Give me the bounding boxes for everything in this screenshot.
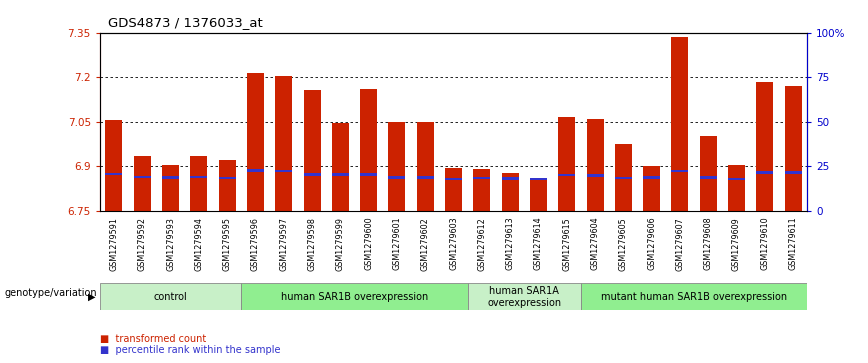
Bar bbox=[190, 156, 207, 211]
Bar bbox=[162, 176, 179, 179]
Text: human SAR1B overexpression: human SAR1B overexpression bbox=[281, 292, 428, 302]
Bar bbox=[468, 283, 581, 310]
Bar bbox=[100, 283, 241, 310]
Bar bbox=[785, 171, 801, 174]
Bar bbox=[360, 89, 377, 211]
Text: ■  transformed count: ■ transformed count bbox=[100, 334, 206, 344]
Bar bbox=[445, 178, 462, 180]
Text: genotype/variation: genotype/variation bbox=[4, 288, 97, 298]
Bar bbox=[417, 122, 434, 211]
Bar bbox=[530, 178, 547, 180]
Bar bbox=[332, 123, 349, 211]
Bar bbox=[700, 136, 717, 211]
Bar bbox=[219, 177, 235, 179]
Bar bbox=[106, 172, 122, 175]
Bar bbox=[106, 120, 122, 211]
Bar bbox=[728, 178, 745, 180]
Bar bbox=[247, 73, 264, 211]
Text: control: control bbox=[154, 292, 187, 302]
Bar bbox=[615, 177, 632, 179]
Bar bbox=[219, 160, 235, 211]
Bar bbox=[728, 164, 745, 211]
Bar bbox=[190, 176, 207, 178]
Bar bbox=[785, 86, 801, 211]
Bar bbox=[275, 170, 293, 172]
Bar bbox=[672, 170, 688, 172]
Bar bbox=[389, 176, 405, 179]
Bar bbox=[162, 164, 179, 211]
Bar bbox=[304, 173, 320, 176]
Bar bbox=[473, 177, 490, 179]
Bar bbox=[417, 176, 434, 179]
Bar bbox=[587, 119, 603, 211]
Text: human SAR1A
overexpression: human SAR1A overexpression bbox=[487, 286, 562, 307]
Bar bbox=[304, 90, 320, 211]
Bar bbox=[134, 156, 151, 211]
Bar bbox=[389, 122, 405, 211]
Bar bbox=[756, 82, 773, 211]
Bar bbox=[134, 176, 151, 178]
Bar bbox=[241, 283, 468, 310]
Bar bbox=[360, 173, 377, 176]
Bar bbox=[581, 283, 807, 310]
Bar bbox=[558, 174, 575, 176]
Bar bbox=[672, 37, 688, 211]
Bar bbox=[643, 166, 660, 211]
Text: ▶: ▶ bbox=[88, 292, 95, 302]
Bar bbox=[643, 176, 660, 179]
Bar bbox=[275, 76, 293, 211]
Bar bbox=[615, 144, 632, 211]
Bar bbox=[247, 169, 264, 172]
Bar bbox=[558, 117, 575, 211]
Bar bbox=[530, 179, 547, 211]
Bar bbox=[502, 178, 518, 180]
Bar bbox=[473, 169, 490, 211]
Bar bbox=[700, 176, 717, 179]
Bar bbox=[332, 173, 349, 176]
Bar bbox=[587, 174, 603, 177]
Text: ■  percentile rank within the sample: ■ percentile rank within the sample bbox=[100, 345, 280, 355]
Text: mutant human SAR1B overexpression: mutant human SAR1B overexpression bbox=[601, 292, 787, 302]
Bar bbox=[502, 174, 518, 211]
Bar bbox=[756, 171, 773, 174]
Bar bbox=[445, 168, 462, 211]
Text: GDS4873 / 1376033_at: GDS4873 / 1376033_at bbox=[108, 16, 263, 29]
